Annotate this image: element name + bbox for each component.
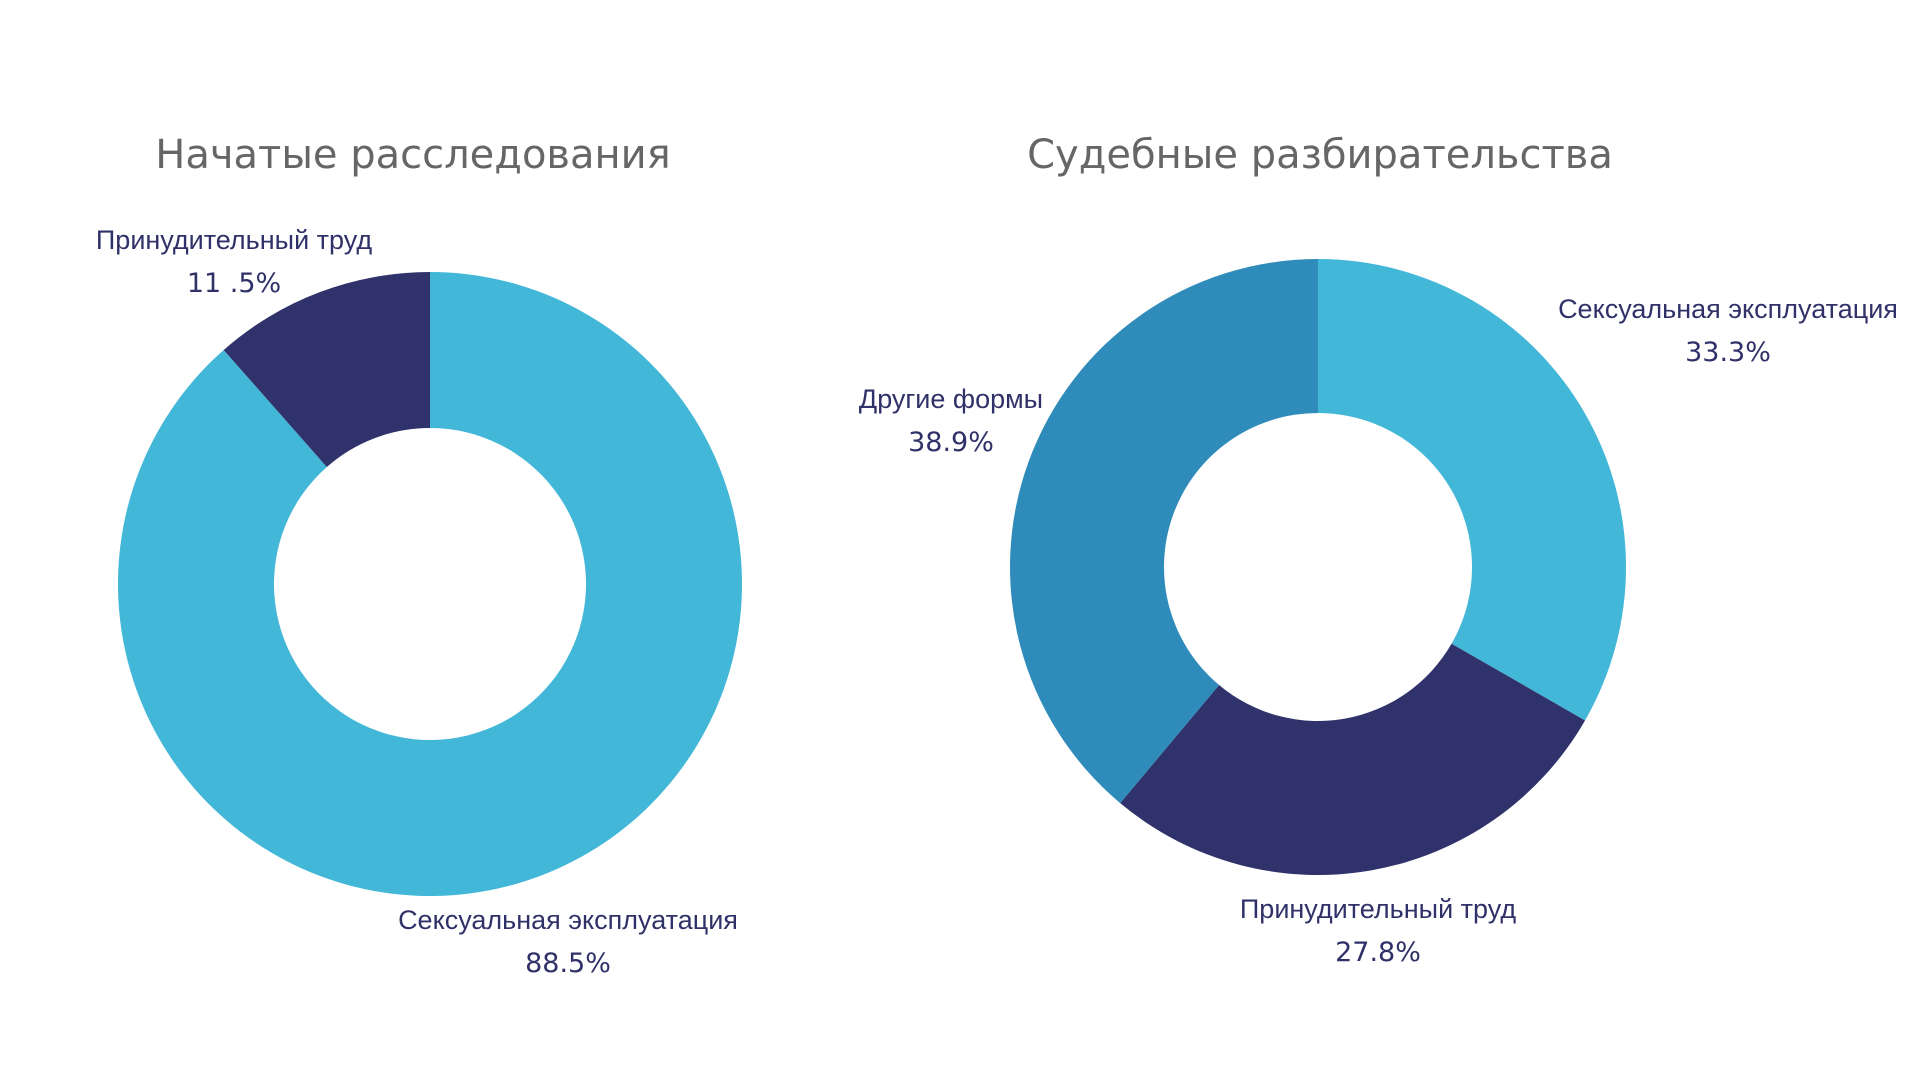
slice-label-group-1-2: Другие формы 38.9% (859, 384, 1043, 458)
slice-value-label: 27.8% (1335, 937, 1421, 968)
slice-label: Сексуальная эксплуатация (1558, 294, 1898, 324)
donut-slice-1-2 (1009, 259, 1318, 804)
slice-value-label: 33.3% (1685, 337, 1771, 368)
donut-slice-0-1 (223, 272, 430, 467)
donut-slice-1-1 (1120, 643, 1586, 875)
slice-label: Принудительный труд (96, 225, 372, 255)
slice-label-group-0-1: Принудительный труд 11 .5% (96, 225, 372, 299)
slice-label-group-0-0: Сексуальная эксплуатация 88.5% (398, 905, 738, 979)
slice-label: Другие формы (859, 384, 1043, 414)
donut-chart-investigations: Начатые расследования Сексуальная эксплу… (96, 132, 742, 979)
slice-value-label: 11 .5% (187, 268, 281, 299)
slice-label: Принудительный труд (1240, 894, 1516, 924)
slices-group (1009, 259, 1626, 875)
donut-chart-trials: Судебные разбирательства Сексуальная экс… (859, 132, 1898, 968)
slice-label: Сексуальная эксплуатация (398, 905, 738, 935)
slice-value-label: 88.5% (525, 948, 611, 979)
donut-slice-1-0 (1318, 259, 1626, 721)
slice-value-label: 38.9% (908, 427, 994, 458)
chart-title: Начатые расследования (155, 132, 670, 178)
donut-slice-0-0 (117, 272, 742, 896)
slice-label-group-1-1: Принудительный труд 27.8% (1240, 894, 1516, 968)
chart-title: Судебные разбирательства (1027, 132, 1613, 178)
slice-label-group-1-0: Сексуальная эксплуатация 33.3% (1558, 294, 1898, 368)
slices-group (117, 272, 742, 896)
